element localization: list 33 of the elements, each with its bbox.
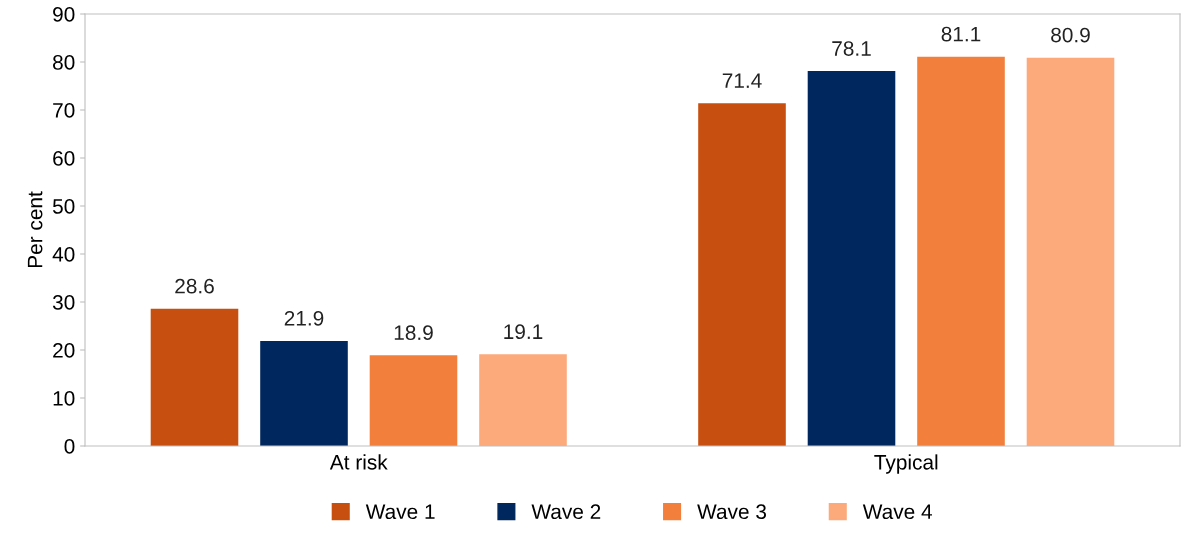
bar — [150, 308, 239, 446]
bar — [698, 103, 786, 446]
data-label: 28.6 — [175, 278, 214, 294]
legend-label: Wave 4 — [862, 504, 932, 520]
data-label: 18.9 — [394, 325, 433, 341]
legend-label: Wave 2 — [531, 504, 601, 520]
y-tick-label: 60 — [53, 151, 75, 166]
y-tick-label: 30 — [52, 295, 75, 310]
y-tick-label: 10 — [53, 391, 75, 406]
x-tick-label: Typical — [874, 454, 938, 474]
y-tick-label: 0 — [64, 439, 75, 454]
data-label: 19.1 — [504, 324, 543, 340]
y-tick-label: 70 — [53, 103, 75, 118]
data-label: 80.9 — [1051, 27, 1090, 43]
data-label: 71.4 — [722, 73, 762, 88]
bar — [479, 354, 567, 446]
bar — [260, 340, 348, 446]
y-tick-label: 80 — [53, 55, 75, 70]
y-tick-label: 50 — [52, 199, 75, 214]
legend-label: Wave 1 — [365, 504, 435, 520]
y-tick-label: 40 — [52, 247, 75, 262]
data-label: 21.9 — [284, 310, 324, 326]
legend-label: Wave 3 — [697, 504, 767, 520]
y-tick-label: 20 — [53, 343, 75, 358]
data-label: 78.1 — [832, 41, 871, 56]
bar — [369, 355, 458, 446]
y-axis-title: Per cent — [27, 191, 43, 268]
y-tick-label: 90 — [53, 7, 75, 22]
bar — [917, 56, 1005, 446]
data-label: 81.1 — [941, 26, 981, 42]
x-tick-label: At risk — [329, 454, 388, 470]
bar — [807, 71, 896, 446]
bar — [1026, 57, 1115, 446]
